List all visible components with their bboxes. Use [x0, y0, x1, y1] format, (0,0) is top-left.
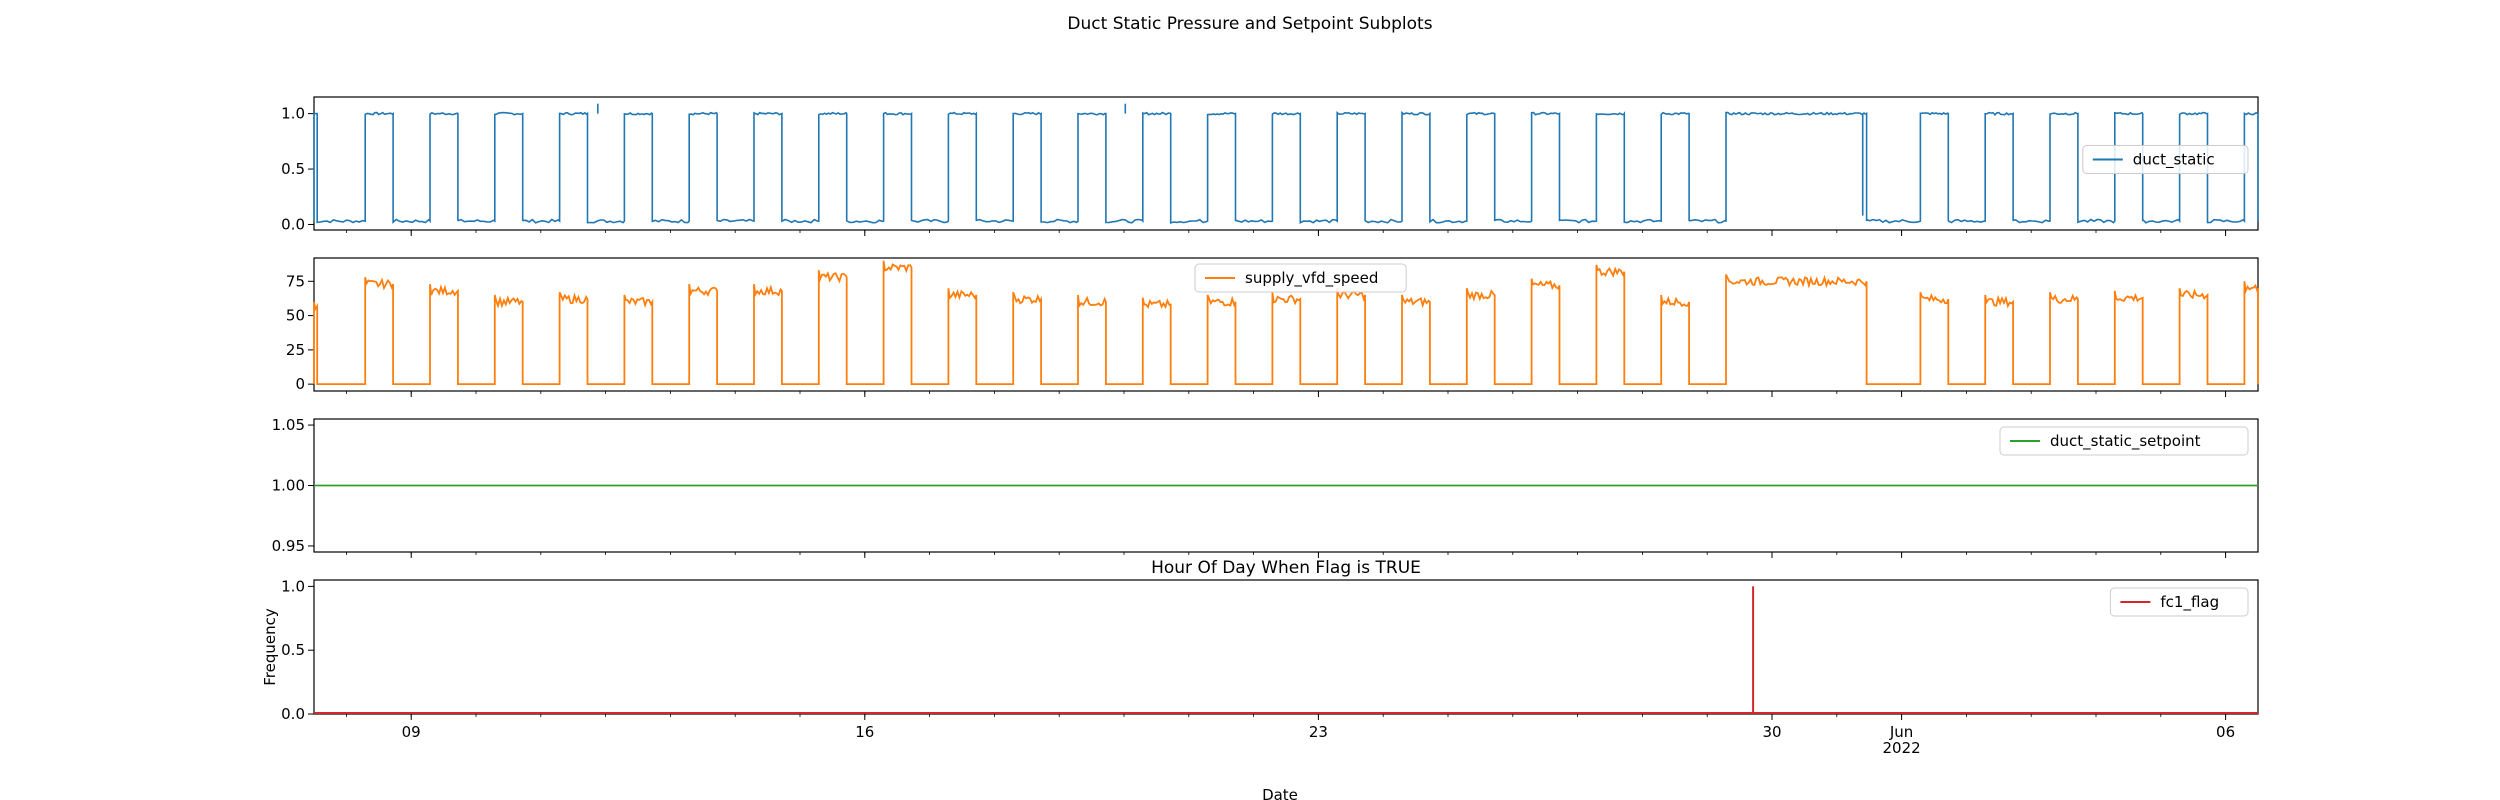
y-tick-label: 1.0 — [281, 105, 305, 123]
y-tick-label: 50 — [286, 307, 305, 325]
y-tick-label: 0.5 — [281, 160, 305, 178]
y-tick-label: 1.05 — [272, 416, 305, 434]
x-tick-label: 06 — [2216, 723, 2235, 741]
legend-box — [1999, 426, 2249, 456]
legend-box — [2109, 587, 2249, 617]
x-tick-label: 2022 — [1883, 739, 1921, 757]
legend-label: duct_static_setpoint — [2050, 432, 2201, 451]
series-line-duct_static — [313, 110, 2259, 224]
legend-label: duct_static — [2133, 151, 2215, 170]
y-tick-label: 75 — [286, 272, 305, 290]
legend-box — [1194, 263, 1407, 293]
y-tick-label: 0 — [295, 375, 305, 393]
legend-box — [2082, 145, 2249, 174]
legend-supply_vfd_speed: supply_vfd_speed — [1194, 263, 1407, 293]
y-tick-label: 0.0 — [281, 705, 305, 723]
x-tick-label: 16 — [855, 723, 874, 741]
figure-title: Duct Static Pressure and Setpoint Subplo… — [1067, 14, 1432, 34]
y-tick-label: 0.5 — [281, 641, 305, 659]
x-tick-label: Jun — [1889, 723, 1913, 741]
subplot-1: 0.0 0.5 1.0 — [281, 96, 2259, 236]
legend-label: fc1_flag — [2160, 593, 2219, 612]
x-tick-label: 09 — [402, 723, 421, 741]
legend-label: supply_vfd_speed — [1245, 269, 1378, 288]
y-tick-label: 25 — [286, 341, 305, 359]
y-tick-label: 0.0 — [281, 215, 305, 233]
legend-duct_static: duct_static — [2082, 145, 2249, 174]
axes-frame — [313, 579, 2259, 715]
x-tick-label: 23 — [1309, 723, 1328, 741]
y-axis-label: Frequency — [261, 608, 279, 686]
axes-frame — [313, 96, 2259, 231]
legend-duct_static_setpoint: duct_static_setpoint — [1999, 426, 2249, 456]
y-tick-label: 1.0 — [281, 577, 305, 595]
subplot-3: 0.95 1.00 1.05 — [272, 416, 2259, 558]
subplot-title: Hour Of Day When Flag is TRUE — [1151, 558, 1421, 578]
x-tick-label: 30 — [1762, 723, 1781, 741]
legend-fc1_flag: fc1_flag — [2109, 587, 2249, 617]
series-line-supply_vfd_speed — [313, 260, 2259, 385]
y-tick-label: 0.95 — [272, 537, 305, 555]
x-axis-label: Date — [1262, 786, 1298, 800]
y-tick-label: 1.00 — [272, 477, 305, 495]
